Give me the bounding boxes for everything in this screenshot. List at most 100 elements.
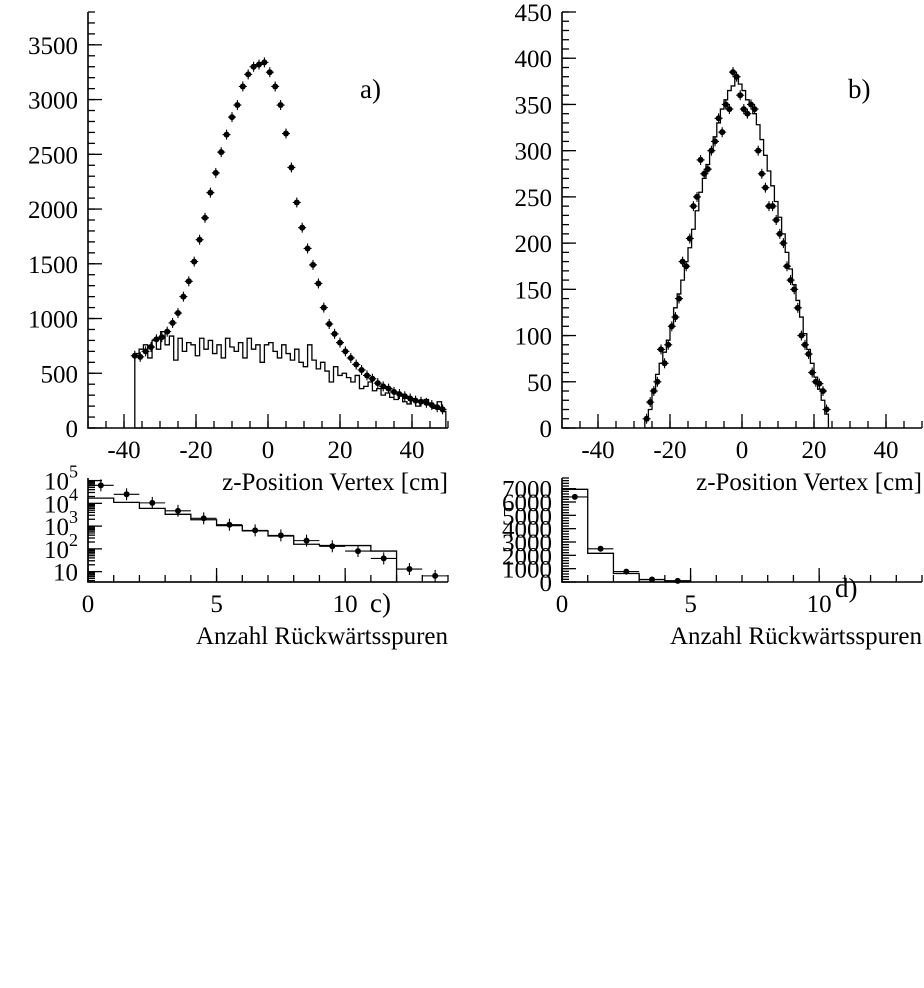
x-tick-label: 20	[802, 437, 827, 464]
data-point	[265, 67, 274, 78]
data-point	[729, 67, 737, 78]
data-point	[168, 317, 177, 328]
y-tick-label: 450	[515, 0, 553, 27]
data-point	[228, 112, 236, 123]
data-point	[736, 90, 745, 101]
data-point	[804, 349, 813, 360]
data-point	[714, 113, 723, 124]
data-point	[184, 276, 193, 287]
y-tick-label: 6000	[502, 490, 552, 517]
y-tick-label: 10	[53, 560, 78, 587]
x-tick-label: -40	[107, 437, 140, 464]
data-point	[298, 222, 307, 233]
data-point	[260, 57, 269, 68]
x-tick-label: 40	[874, 437, 899, 464]
data-point	[244, 69, 253, 80]
data-point	[147, 341, 155, 352]
data-point	[779, 238, 788, 249]
x-tick-label: 40	[400, 437, 425, 464]
x-tick-label: -20	[179, 437, 212, 464]
data-point	[613, 568, 640, 575]
x-tick-label: -20	[653, 437, 686, 464]
data-point	[675, 293, 683, 304]
data-point	[165, 504, 191, 517]
panel-label: d)	[835, 573, 858, 603]
data-point	[249, 61, 258, 72]
data-point	[718, 127, 727, 138]
data-point	[195, 234, 204, 245]
y-tick-label: 1000	[28, 307, 78, 334]
data-point	[422, 569, 448, 582]
data-point	[819, 386, 827, 397]
data-point	[664, 577, 691, 584]
data-point	[750, 104, 759, 115]
histogram-series-1-1	[644, 76, 830, 429]
x-tick-label: 0	[82, 591, 95, 618]
y-tick-label: 105	[44, 462, 78, 496]
data-point	[216, 518, 243, 531]
x-tick-label: 5	[210, 591, 223, 618]
x-tick-label: 20	[328, 437, 353, 464]
y-tick-label: 2500	[28, 142, 78, 169]
y-tick-label: 2000	[28, 197, 78, 224]
data-point	[222, 129, 231, 140]
data-point	[292, 197, 301, 208]
data-point	[657, 344, 665, 355]
chart-panel-b: -40 -20 0 20 40050100150200250300350400450z-…	[515, 0, 923, 496]
data-point	[309, 259, 317, 270]
data-point	[363, 370, 371, 381]
histogram-series-2-1	[87, 497, 398, 583]
data-point	[190, 512, 217, 525]
data-point	[179, 291, 188, 302]
data-point	[242, 524, 268, 537]
y-tick-label: 1500	[28, 252, 78, 279]
data-point	[276, 100, 285, 111]
data-point	[725, 104, 734, 115]
y-tick-label: 3000	[28, 88, 78, 115]
data-point	[352, 359, 361, 370]
data-point	[217, 147, 226, 158]
x-tick-label: 0	[736, 437, 749, 464]
x-tick-label: 0	[556, 591, 569, 618]
y-tick-label: 200	[515, 231, 553, 258]
y-tick-label: 0	[540, 570, 553, 597]
data-point	[293, 534, 320, 547]
data-point	[808, 367, 817, 378]
data-point	[639, 576, 665, 583]
histogram-series-3-1	[561, 488, 692, 583]
data-point	[141, 346, 150, 357]
y-tick-label: 7000	[502, 477, 552, 504]
data-point	[370, 552, 397, 565]
data-point	[664, 339, 673, 350]
data-point	[330, 328, 339, 339]
data-point	[646, 397, 655, 408]
y-tick-label: 350	[515, 92, 553, 119]
data-point	[667, 321, 676, 332]
data-point	[373, 378, 382, 389]
data-point	[287, 162, 296, 173]
histogram-series-0-1	[134, 331, 447, 429]
data-point	[757, 168, 766, 179]
data-point	[325, 319, 334, 329]
data-point	[271, 81, 280, 92]
data-point	[174, 308, 182, 319]
data-point	[732, 71, 741, 82]
data-point	[822, 404, 831, 415]
data-point	[379, 381, 388, 392]
data-point	[671, 312, 680, 323]
y-tick-label: 400	[515, 46, 553, 73]
y-tick-label: 104	[44, 484, 78, 518]
data-point	[660, 358, 669, 369]
panel-label: b)	[848, 74, 871, 104]
data-point	[772, 215, 781, 225]
data-point	[345, 545, 371, 558]
data-point	[739, 104, 748, 115]
y-tick-label: 102	[44, 530, 78, 564]
data-point	[682, 261, 691, 272]
data-point	[649, 386, 658, 397]
data-point	[233, 100, 242, 111]
data-point	[357, 364, 366, 375]
data-point	[689, 201, 698, 212]
